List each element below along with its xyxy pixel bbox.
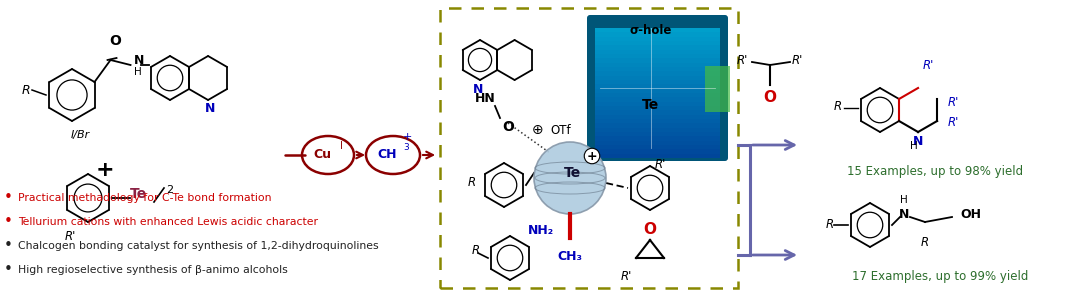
Text: OTf: OTf [550, 124, 570, 137]
Text: R': R' [948, 116, 959, 129]
FancyBboxPatch shape [595, 115, 720, 119]
FancyBboxPatch shape [595, 84, 720, 89]
Text: H: H [133, 67, 142, 77]
Text: Cu: Cu [313, 148, 332, 160]
Text: N: N [912, 135, 923, 148]
Text: N: N [205, 102, 215, 115]
Text: R: R [921, 236, 930, 249]
Text: OH: OH [960, 207, 981, 220]
Text: N: N [899, 207, 909, 220]
FancyBboxPatch shape [595, 123, 720, 128]
FancyBboxPatch shape [595, 32, 720, 37]
FancyBboxPatch shape [595, 110, 720, 115]
Text: R: R [21, 83, 30, 96]
Text: R': R' [655, 158, 665, 171]
Text: 17 Examples, up to 99% yield: 17 Examples, up to 99% yield [852, 270, 1029, 283]
Text: O: O [763, 89, 776, 104]
FancyBboxPatch shape [595, 58, 720, 63]
Text: •: • [4, 263, 13, 278]
FancyBboxPatch shape [595, 71, 720, 76]
Text: O: O [110, 34, 122, 48]
Text: N: N [133, 55, 144, 68]
FancyBboxPatch shape [595, 101, 720, 106]
Text: +: + [96, 160, 114, 180]
FancyBboxPatch shape [595, 97, 720, 102]
FancyBboxPatch shape [705, 66, 730, 112]
FancyBboxPatch shape [595, 54, 720, 58]
Text: +: + [403, 132, 413, 142]
FancyBboxPatch shape [595, 106, 720, 110]
FancyBboxPatch shape [595, 132, 720, 136]
Text: R: R [826, 219, 834, 232]
FancyBboxPatch shape [595, 141, 720, 145]
Text: Te: Te [130, 187, 147, 201]
Text: Te: Te [642, 98, 660, 112]
FancyBboxPatch shape [595, 154, 720, 158]
Text: I: I [340, 141, 343, 151]
Text: R: R [834, 101, 842, 114]
FancyBboxPatch shape [595, 63, 720, 67]
Text: R': R' [923, 59, 935, 72]
FancyBboxPatch shape [595, 128, 720, 132]
Text: •: • [4, 214, 13, 230]
FancyBboxPatch shape [595, 28, 720, 32]
FancyBboxPatch shape [595, 41, 720, 45]
Text: 15 Examples, up to 98% yield: 15 Examples, up to 98% yield [847, 165, 1023, 178]
Text: R': R' [737, 53, 748, 66]
FancyBboxPatch shape [595, 67, 720, 71]
FancyBboxPatch shape [595, 93, 720, 97]
Text: Practical methadology for C-Te bond formation: Practical methadology for C-Te bond form… [18, 193, 272, 203]
Text: High regioselective synthesis of β-animo alcohols: High regioselective synthesis of β-animo… [18, 265, 288, 275]
Text: •: • [4, 191, 13, 206]
FancyBboxPatch shape [595, 37, 720, 41]
Text: 3: 3 [403, 142, 408, 152]
Text: O: O [644, 222, 657, 237]
FancyBboxPatch shape [595, 50, 720, 54]
FancyBboxPatch shape [595, 76, 720, 80]
FancyBboxPatch shape [587, 15, 728, 161]
FancyBboxPatch shape [595, 149, 720, 154]
FancyBboxPatch shape [595, 88, 720, 93]
Text: H: H [910, 141, 918, 151]
Text: H: H [900, 195, 908, 205]
Text: HN: HN [474, 91, 496, 104]
Text: ⊕: ⊕ [532, 123, 544, 137]
Text: R': R' [64, 230, 76, 243]
Text: σ-hole: σ-hole [630, 24, 672, 37]
FancyBboxPatch shape [595, 136, 720, 141]
FancyBboxPatch shape [595, 145, 720, 149]
Circle shape [534, 142, 605, 214]
Text: R': R' [948, 96, 959, 109]
Text: 2: 2 [166, 185, 173, 195]
FancyBboxPatch shape [595, 45, 720, 50]
Text: Te: Te [563, 166, 581, 180]
Text: O: O [502, 120, 514, 134]
Text: Tellurium cations with enhanced Lewis acidic character: Tellurium cations with enhanced Lewis ac… [18, 217, 318, 227]
Text: Chalcogen bonding catalyst for synthesis of 1,2-dihydroquinolines: Chalcogen bonding catalyst for synthesis… [18, 241, 378, 251]
FancyBboxPatch shape [595, 80, 720, 84]
Text: R: R [468, 176, 477, 189]
Text: R': R' [792, 53, 804, 66]
Text: R: R [472, 243, 480, 256]
Text: CH: CH [377, 148, 397, 160]
Text: +: + [586, 150, 597, 163]
Text: N: N [473, 83, 483, 96]
FancyBboxPatch shape [595, 119, 720, 123]
Text: •: • [4, 238, 13, 253]
Text: NH₂: NH₂ [528, 224, 554, 237]
Text: R': R' [620, 270, 632, 283]
Text: CH₃: CH₃ [558, 250, 582, 263]
Text: I/Br: I/Br [70, 130, 90, 140]
